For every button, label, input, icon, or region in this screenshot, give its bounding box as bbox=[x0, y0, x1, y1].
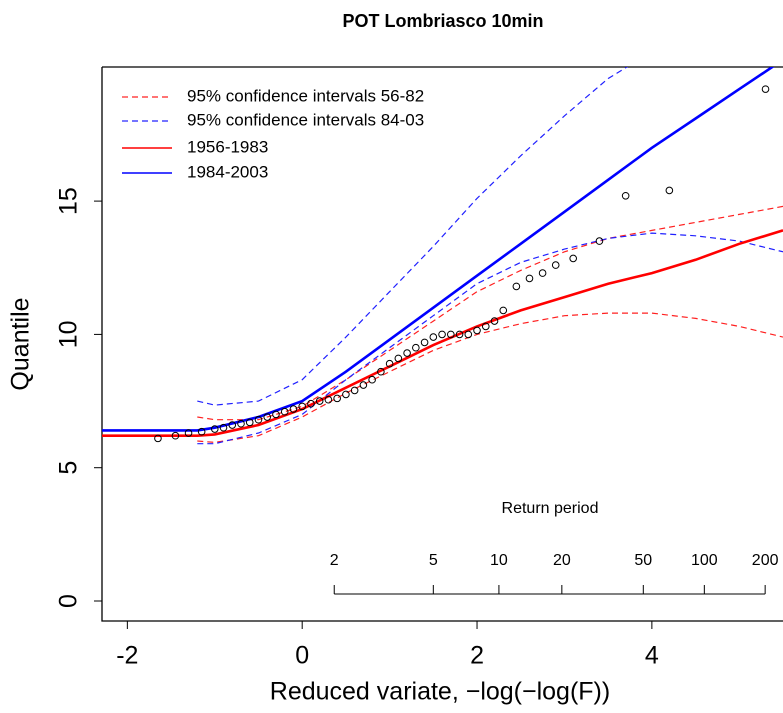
return-period-tick-label: 50 bbox=[634, 552, 652, 569]
y-tick-label: 15 bbox=[55, 187, 83, 215]
plot-area bbox=[102, 67, 783, 445]
data-point bbox=[481, 322, 490, 331]
data-point bbox=[368, 375, 376, 384]
data-point bbox=[359, 381, 368, 389]
data-point bbox=[429, 333, 438, 341]
series-line bbox=[197, 67, 629, 406]
return-period-tick-label: 200 bbox=[752, 552, 779, 569]
x-tick-label: 2 bbox=[470, 642, 484, 670]
data-point bbox=[464, 330, 473, 339]
legend-label: 1984-2003 bbox=[187, 162, 268, 181]
return-period-tick-label: 100 bbox=[691, 552, 718, 569]
x-tick-label: 4 bbox=[645, 642, 659, 670]
data-point bbox=[333, 394, 341, 403]
data-point bbox=[525, 274, 534, 283]
data-point bbox=[412, 343, 420, 352]
series-line bbox=[197, 312, 783, 444]
data-point bbox=[621, 191, 630, 200]
x-tick-label: -2 bbox=[116, 642, 138, 670]
data-point bbox=[342, 390, 350, 399]
data-point bbox=[280, 407, 289, 416]
data-point bbox=[551, 261, 560, 269]
series-line bbox=[102, 229, 783, 437]
data-point bbox=[420, 338, 429, 347]
y-tick-label: 0 bbox=[55, 594, 83, 608]
data-point bbox=[569, 254, 577, 263]
data-point bbox=[350, 386, 359, 395]
return-period-tick-label: 5 bbox=[429, 552, 438, 569]
data-point bbox=[394, 354, 403, 363]
data-point bbox=[490, 317, 499, 325]
data-point bbox=[298, 402, 306, 411]
data-point bbox=[324, 395, 333, 404]
data-point bbox=[171, 431, 180, 440]
x-tick-label: 0 bbox=[295, 642, 309, 670]
data-point bbox=[254, 415, 263, 424]
data-point bbox=[263, 413, 272, 421]
data-point bbox=[184, 429, 193, 437]
data-point bbox=[272, 410, 280, 419]
chart-title: POT Lombriasco 10min bbox=[342, 11, 543, 31]
data-point bbox=[473, 326, 481, 335]
data-point bbox=[315, 397, 324, 405]
data-point bbox=[438, 330, 446, 339]
return-period-tick-label: 10 bbox=[490, 552, 508, 569]
data-point bbox=[228, 421, 237, 429]
data-point bbox=[455, 330, 464, 339]
data-point bbox=[289, 405, 298, 413]
data-point bbox=[154, 434, 162, 443]
data-point bbox=[377, 367, 385, 376]
legend-label: 1956-1983 bbox=[187, 137, 268, 156]
legend-label: 95% confidence intervals 84-03 bbox=[187, 110, 424, 129]
data-point bbox=[665, 186, 674, 195]
data-point bbox=[761, 85, 770, 93]
data-point bbox=[499, 306, 508, 315]
series-line bbox=[197, 232, 783, 445]
legend-label: 95% confidence intervals 56-82 bbox=[187, 86, 424, 105]
return-period-tick-label: 2 bbox=[330, 552, 339, 569]
y-axis-label: Quantile bbox=[7, 297, 35, 390]
y-tick-label: 5 bbox=[55, 461, 83, 475]
data-point bbox=[307, 399, 315, 408]
return-period-tick-label: 20 bbox=[553, 552, 571, 569]
series-line bbox=[102, 67, 775, 432]
return-period-label: Return period bbox=[502, 500, 599, 517]
y-tick-label: 10 bbox=[55, 320, 83, 348]
data-point bbox=[447, 330, 455, 339]
data-point bbox=[403, 349, 411, 357]
plot-frame bbox=[101, 66, 783, 622]
data-point bbox=[237, 419, 245, 428]
data-point bbox=[512, 282, 521, 291]
data-point bbox=[210, 425, 219, 433]
data-point bbox=[219, 423, 228, 432]
data-point bbox=[595, 237, 604, 245]
data-point bbox=[385, 359, 394, 368]
data-point bbox=[538, 269, 547, 277]
x-axis-label: Reduced variate, −log(−log(F)) bbox=[270, 678, 610, 706]
data-point bbox=[245, 418, 254, 427]
series-line bbox=[197, 205, 783, 421]
data-point bbox=[197, 427, 206, 436]
